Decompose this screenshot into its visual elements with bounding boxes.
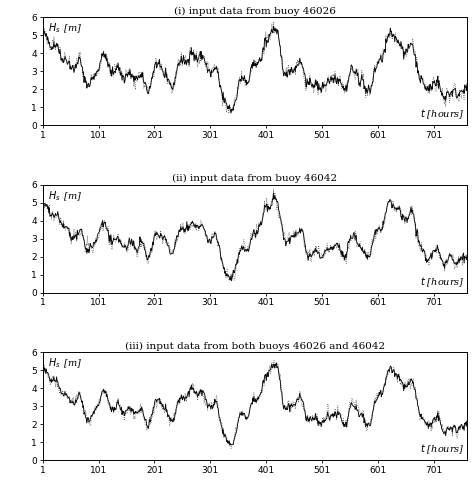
Text: $t$ [hours]: $t$ [hours] — [420, 275, 465, 289]
Title: (i) input data from buoy 46026: (i) input data from buoy 46026 — [174, 7, 336, 16]
Text: $t$ [hours]: $t$ [hours] — [420, 443, 465, 456]
Text: $H_s\,$ [m]: $H_s\,$ [m] — [48, 189, 82, 203]
Text: $t$ [hours]: $t$ [hours] — [420, 107, 465, 121]
Title: (iii) input data from both buoys 46026 and 46042: (iii) input data from both buoys 46026 a… — [125, 342, 385, 351]
Text: $H_s\,$ [m]: $H_s\,$ [m] — [48, 22, 82, 35]
Text: $H_s\,$ [m]: $H_s\,$ [m] — [48, 356, 82, 370]
Title: (ii) input data from buoy 46042: (ii) input data from buoy 46042 — [172, 174, 337, 183]
